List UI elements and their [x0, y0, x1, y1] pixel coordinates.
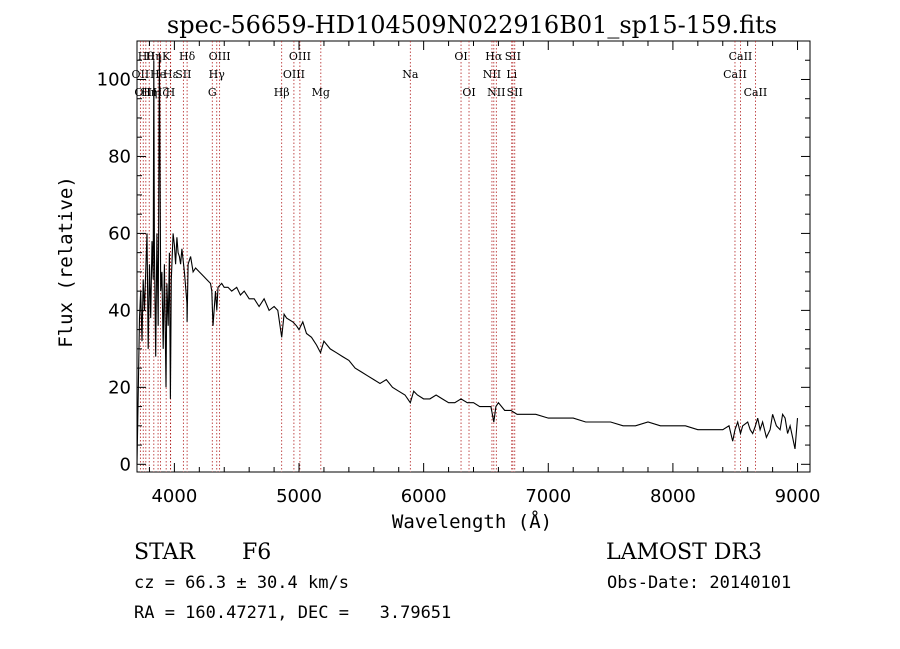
marker-label: OII — [132, 68, 150, 81]
marker-label: NII — [487, 86, 505, 99]
x-tick-label: 7000 — [525, 486, 571, 507]
line-markers: OIIOIIHθHηHηHeHζKHεHSIIHδGHγOIIIHβOIIIOI… — [132, 41, 768, 472]
spectrum-line — [136, 52, 799, 465]
y-tick-label: 0 — [120, 454, 131, 475]
marker-label: SII — [507, 86, 523, 99]
object-class: STAR — [134, 540, 195, 565]
marker-label: Hγ — [209, 68, 226, 81]
marker-label: SII — [175, 68, 191, 81]
x-tick-label: 5000 — [276, 486, 322, 507]
marker-label: Hβ — [274, 86, 290, 99]
x-tick-label: 4000 — [151, 486, 197, 507]
y-tick-label: 100 — [97, 69, 131, 90]
plot-frame — [136, 40, 811, 473]
x-axis-label: Wavelength (Å) — [392, 510, 552, 533]
y-tick-label: 20 — [108, 377, 131, 398]
marker-label: SII — [505, 50, 521, 63]
marker-label: NII — [483, 68, 501, 81]
marker-label: Hδ — [179, 50, 196, 63]
marker-label: Li — [506, 68, 517, 81]
obs-date: Obs-Date: 20140101 — [607, 573, 792, 593]
coordinates: RA = 160.47271, DEC = 3.79651 — [134, 603, 452, 623]
marker-label: K — [162, 50, 171, 63]
marker-label: Hζ — [153, 86, 169, 99]
marker-label: OI — [462, 86, 475, 99]
marker-label: OII — [134, 86, 152, 99]
marker-label: CaII — [729, 50, 753, 63]
marker-label: CaII — [723, 68, 747, 81]
y-axis-ticks: 0 20 40 60 80 100 — [97, 59, 810, 475]
y-tick-label: 40 — [108, 300, 131, 321]
marker-label: OI — [454, 50, 467, 63]
x-axis-ticks: 4000 5000 6000 7000 8000 9000 — [148, 41, 821, 507]
y-tick-label: 60 — [108, 223, 131, 244]
marker-label: Hε — [163, 68, 179, 81]
spectral-subclass: F6 — [242, 540, 272, 565]
survey-name: LAMOST DR3 — [606, 540, 762, 565]
redshift-readout: cz = 66.3 ± 30.4 km/s — [134, 573, 349, 593]
y-axis-label: Flux (relative) — [55, 176, 77, 348]
chart-title: spec-56659-HD104509N022916B01_sp15-159.f… — [167, 11, 777, 39]
marker-label: OIII — [209, 50, 231, 63]
marker-label: G — [208, 86, 217, 99]
y-tick-label: 80 — [108, 146, 131, 167]
x-tick-label: 6000 — [401, 486, 447, 507]
x-tick-label: 9000 — [775, 486, 821, 507]
x-tick-label: 8000 — [650, 486, 696, 507]
marker-label: Na — [402, 68, 419, 81]
marker-label: CaII — [744, 86, 768, 99]
marker-label: Mg — [312, 86, 330, 99]
marker-label: OIII — [289, 50, 311, 63]
marker-label: OIII — [283, 68, 305, 81]
marker-label: H — [166, 86, 176, 99]
marker-label: Hα — [485, 50, 503, 63]
